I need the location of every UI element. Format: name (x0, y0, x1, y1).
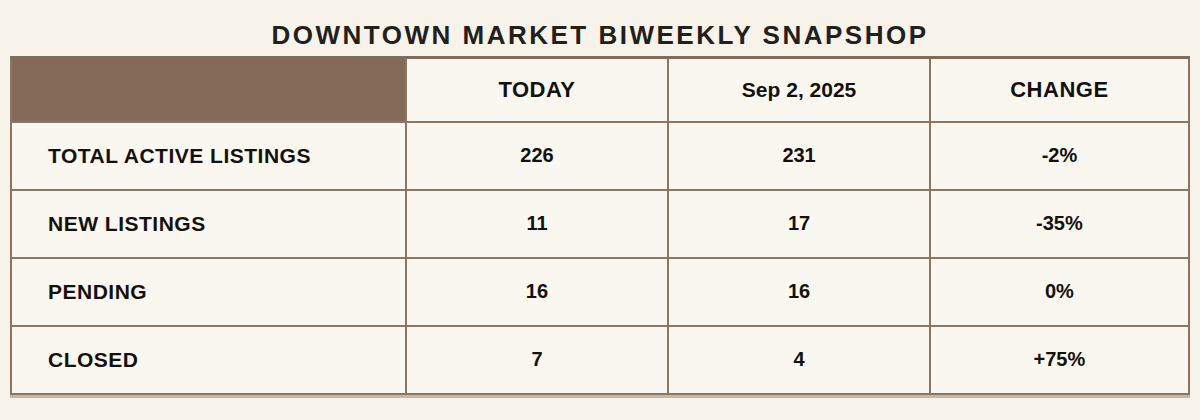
cell-pending-change: 0% (930, 258, 1189, 326)
cell-total-active-change: -2% (930, 122, 1189, 190)
row-label-pending: PENDING (11, 258, 406, 326)
corner-cell (11, 58, 406, 122)
cell-new-listings-today: 11 (406, 190, 669, 258)
table-header: TODAY Sep 2, 2025 CHANGE (11, 58, 1189, 122)
column-header-today: TODAY (406, 58, 669, 122)
cell-closed-today: 7 (406, 326, 669, 394)
row-label-total-active-listings: TOTAL ACTIVE LISTINGS (11, 122, 406, 190)
header-row: TODAY Sep 2, 2025 CHANGE (11, 58, 1189, 122)
table-row: PENDING 16 16 0% (11, 258, 1189, 326)
column-header-change: CHANGE (930, 58, 1189, 122)
row-label-new-listings: NEW LISTINGS (11, 190, 406, 258)
column-header-prior-date: Sep 2, 2025 (668, 58, 930, 122)
table-row: TOTAL ACTIVE LISTINGS 226 231 -2% (11, 122, 1189, 190)
row-label-closed: CLOSED (11, 326, 406, 394)
cell-closed-prior: 4 (668, 326, 930, 394)
cell-new-listings-change: -35% (930, 190, 1189, 258)
page-title: DOWNTOWN MARKET BIWEEKLY SNAPSHOP (10, 0, 1190, 56)
table-row: CLOSED 7 4 +75% (11, 326, 1189, 394)
cell-pending-prior: 16 (668, 258, 930, 326)
table-body: TOTAL ACTIVE LISTINGS 226 231 -2% NEW LI… (11, 122, 1189, 394)
table-row: NEW LISTINGS 11 17 -35% (11, 190, 1189, 258)
cell-closed-change: +75% (930, 326, 1189, 394)
cell-pending-today: 16 (406, 258, 669, 326)
cell-total-active-prior: 231 (668, 122, 930, 190)
page: DOWNTOWN MARKET BIWEEKLY SNAPSHOP TODAY … (0, 0, 1200, 420)
cell-new-listings-prior: 17 (668, 190, 930, 258)
cell-total-active-today: 226 (406, 122, 669, 190)
snapshot-table: TODAY Sep 2, 2025 CHANGE TOTAL ACTIVE LI… (10, 56, 1190, 395)
